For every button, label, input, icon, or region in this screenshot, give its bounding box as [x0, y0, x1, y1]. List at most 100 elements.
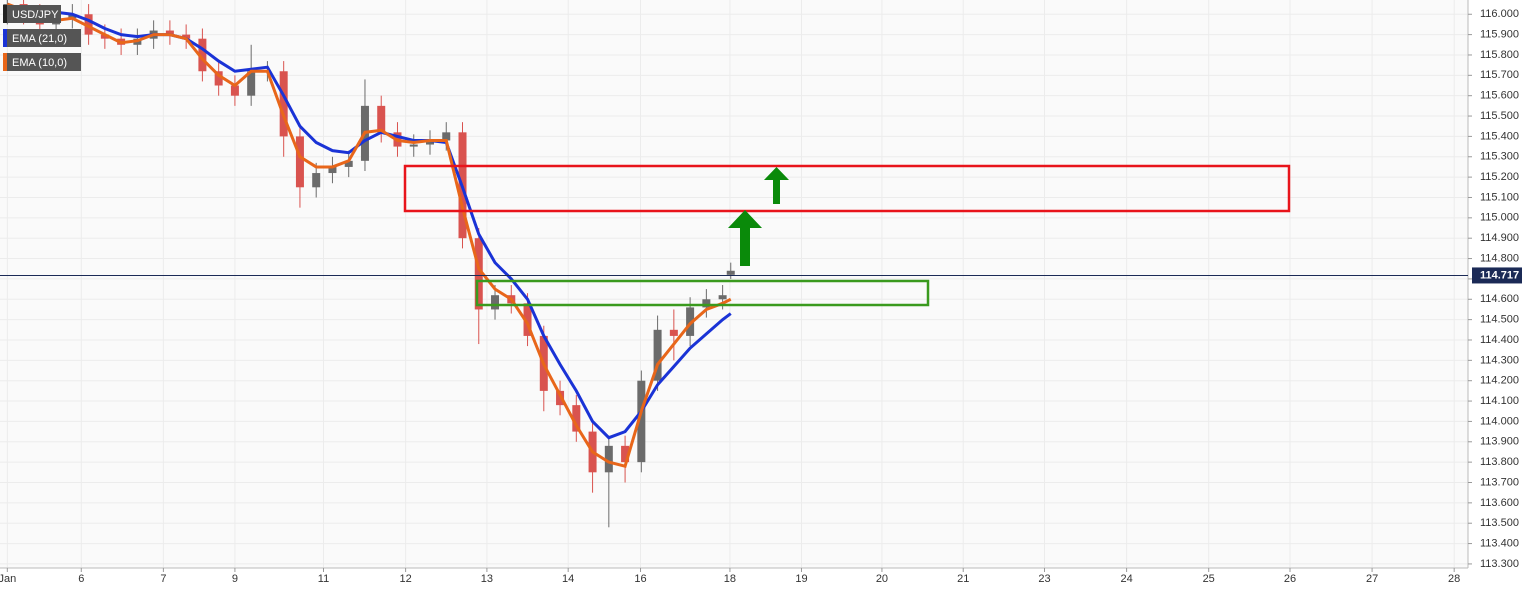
candle-body [198, 38, 207, 72]
x-tick-label: 16 [634, 573, 646, 585]
x-tick-label: 26 [1284, 573, 1296, 585]
y-tick-label: 115.500 [1480, 110, 1519, 122]
candle-body [474, 238, 483, 310]
candle-body [686, 307, 695, 336]
candle-body [491, 295, 500, 310]
candle-body [425, 140, 434, 145]
y-tick-label: 114.000 [1480, 415, 1519, 427]
y-tick-label: 113.400 [1480, 537, 1519, 549]
candle-body [523, 303, 532, 336]
legend-swatch [3, 29, 7, 47]
candle-body [726, 270, 735, 275]
candle-body [572, 405, 581, 432]
candle-body [182, 34, 191, 39]
candle-body [621, 445, 630, 463]
candle-body [702, 299, 711, 308]
marks [3, 0, 735, 528]
x-tick-label: 27 [1366, 573, 1378, 585]
y-tick-label: 115.700 [1480, 69, 1519, 81]
y-tick-label: 113.900 [1480, 436, 1519, 448]
symbol-label: USD/JPY [12, 9, 59, 21]
y-tick-label: 115.000 [1480, 212, 1519, 224]
y-tick-label: 115.800 [1480, 49, 1519, 61]
y-tick-label: 113.300 [1480, 558, 1519, 570]
legend-box [3, 29, 81, 47]
x-tick-label: 12 [399, 573, 411, 585]
y-tick-label: 113.600 [1480, 497, 1519, 509]
legend-label: EMA (10,0) [12, 57, 67, 69]
resistance-zone [403, 164, 1291, 213]
candle-body [604, 445, 613, 473]
last-price-box [1472, 267, 1522, 284]
candle-body [279, 71, 288, 137]
x-tick-label: 19 [795, 573, 807, 585]
y-tick-label: 114.200 [1480, 375, 1519, 387]
legend-box [3, 53, 81, 71]
x-tick-label: 28 [1448, 573, 1460, 585]
x-tick-label: 9 [232, 573, 238, 585]
x-tick-label: 23 [1038, 573, 1050, 585]
x-tick-label: 24 [1120, 573, 1132, 585]
candle-body [295, 136, 304, 188]
axes: 113.300 113.400 113.500 113.600 113.700 113.8… [0, 8, 1522, 585]
candle-body [214, 71, 223, 86]
x-tick-label: 21 [957, 573, 969, 585]
candle-body [100, 34, 109, 39]
y-tick-label: 113.500 [1480, 517, 1519, 529]
candle-body [442, 132, 451, 141]
y-tick-label: 115.300 [1480, 151, 1519, 163]
y-tick-label: 114.900 [1480, 232, 1519, 244]
y-tick-label: 113.800 [1480, 456, 1519, 468]
x-tick-label: 14 [562, 573, 574, 585]
y-tick-label: 114.500 [1480, 314, 1519, 326]
y-tick-label: 114.100 [1480, 395, 1519, 407]
y-tick-label: 114.300 [1480, 354, 1519, 366]
y-tick-label: 114.600 [1480, 293, 1519, 305]
legend-swatch [3, 5, 7, 23]
candle-body [247, 71, 256, 96]
y-tick-label: 116.000 [1480, 8, 1519, 20]
candle-body [84, 14, 93, 35]
candle-body [637, 380, 646, 463]
y-tick-label: 115.900 [1480, 29, 1519, 41]
candle-body [409, 144, 418, 147]
up-arrow [728, 210, 762, 266]
x-tick-label: 7 [160, 573, 166, 585]
y-tick-label: 115.200 [1480, 171, 1519, 183]
candle-body [718, 295, 727, 300]
y-tick-label: 115.400 [1480, 130, 1519, 142]
candle-body [669, 329, 678, 336]
y-tick-label: 113.700 [1480, 476, 1519, 488]
x-tick-label: 25 [1203, 573, 1215, 585]
x-tick-label: 13 [481, 573, 493, 585]
up-arrow [764, 167, 789, 204]
candle-body [68, 14, 77, 19]
x-tick-label: 11 [318, 573, 329, 585]
y-tick-label: 114.400 [1480, 334, 1519, 346]
ema-line [6, 2, 732, 469]
legend-swatch [3, 53, 7, 71]
legend-label: EMA (21,0) [12, 33, 67, 45]
candle-body [312, 173, 321, 188]
plot-background [0, 0, 1468, 568]
legend-box [3, 5, 61, 23]
y-tick-label: 115.600 [1480, 90, 1519, 102]
y-tick-label: 115.100 [1480, 191, 1519, 203]
candle-body [344, 160, 353, 167]
x-tick-label: 20 [876, 573, 888, 585]
last-price-label: 114.717 [1480, 269, 1519, 281]
y-tick-label: 114.800 [1480, 252, 1519, 264]
candle-body [377, 105, 386, 133]
grid [0, 0, 1468, 568]
support-zone [475, 279, 930, 307]
x-tick-label: Jan [0, 573, 16, 585]
x-tick-label: 6 [78, 573, 84, 585]
candle-body [165, 30, 174, 35]
candle-body [230, 85, 239, 96]
x-tick-label: 18 [724, 573, 736, 585]
candle-body [653, 329, 662, 381]
candle-body [328, 166, 337, 174]
legend: USD/JPY EMA (21,0) EMA (10,0) [3, 5, 81, 71]
